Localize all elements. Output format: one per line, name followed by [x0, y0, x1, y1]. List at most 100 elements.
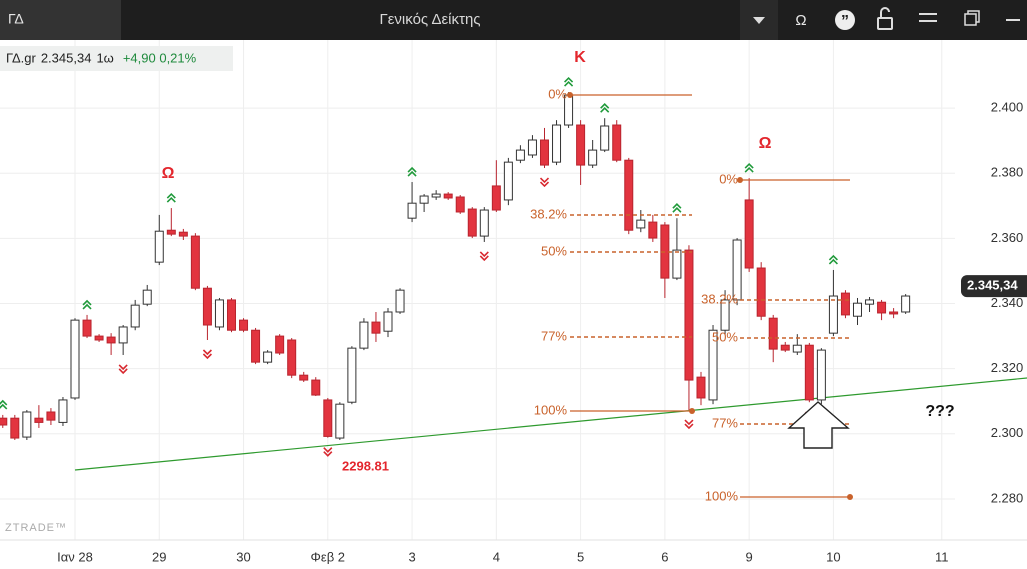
- info-symbol: ΓΔ.gr: [6, 50, 36, 65]
- tab-label: ΓΔ: [8, 11, 24, 27]
- candle-body: [467, 208, 477, 237]
- info-interval: 1ω: [96, 50, 113, 65]
- fib-dot: [847, 494, 853, 500]
- x-tick-label: 30: [236, 549, 250, 564]
- info-change: +4,90 0,21%: [123, 50, 197, 65]
- quote-button[interactable]: [835, 10, 855, 30]
- info-price: 2.345,34: [41, 50, 92, 65]
- candle-body: [166, 229, 176, 235]
- candle-body: [780, 344, 790, 351]
- fib-dot: [567, 92, 573, 98]
- candle-body: [82, 319, 92, 337]
- candle-body: [10, 417, 20, 439]
- watermark: ZTRADE™: [5, 522, 67, 534]
- candle-body: [226, 299, 236, 331]
- candle-body: [287, 339, 297, 376]
- candle-body: [94, 335, 104, 341]
- candle-body: [479, 209, 489, 237]
- candle-body: [263, 351, 273, 363]
- fib-label: 77%: [712, 415, 738, 430]
- candle-body: [214, 299, 224, 328]
- candle-body: [58, 399, 68, 423]
- x-tick-label: 4: [493, 549, 500, 564]
- pivot-low-marker: [118, 364, 128, 375]
- tab[interactable]: [0, 0, 121, 40]
- candle-body: [407, 202, 417, 219]
- candle-body: [744, 199, 754, 269]
- candle-body: [720, 299, 730, 331]
- candle-body: [840, 292, 850, 316]
- arrow-shape: [787, 401, 850, 449]
- lock-button[interactable]: [877, 7, 893, 30]
- pivot-high-marker: [166, 192, 176, 203]
- candle-body: [636, 219, 646, 229]
- candle-body: [371, 321, 381, 334]
- candle-body: [142, 289, 152, 305]
- candle-body: [154, 230, 164, 263]
- fib-label: 38.2%: [530, 206, 567, 221]
- candle-body: [877, 301, 887, 314]
- x-tick-label: Ιαν 28: [57, 549, 93, 564]
- trendline: [74, 377, 1027, 471]
- candle-body: [828, 295, 838, 334]
- candle-body: [672, 249, 682, 279]
- fib-label: 50%: [712, 329, 738, 344]
- candle-body: [852, 302, 862, 317]
- candle-body: [130, 304, 140, 328]
- candle-body: [46, 411, 56, 421]
- pivot-low-marker: [539, 177, 550, 188]
- pivot-low-marker: [202, 349, 212, 360]
- fib-label: 100%: [534, 402, 568, 417]
- candle-body: [648, 221, 658, 239]
- candle-body: [515, 149, 525, 161]
- fib-dot: [689, 408, 695, 414]
- dropdown-arrow: [753, 17, 765, 24]
- candle-body: [311, 379, 321, 396]
- y-tick-label: 2.280: [991, 490, 1024, 505]
- x-tick-label: 9: [746, 549, 753, 564]
- y-tick-label: 2.320: [991, 360, 1024, 375]
- candle-body: [732, 239, 742, 301]
- candle-body: [239, 319, 249, 331]
- x-tick-label: 3: [408, 549, 415, 564]
- question-label: ???: [925, 403, 954, 420]
- fib-label: 0%: [548, 86, 567, 101]
- window-title: Γενικός Δείκτης: [379, 11, 480, 28]
- candle-body: [202, 287, 212, 326]
- candle-body: [323, 399, 333, 437]
- y-tick-label: 2.340: [991, 295, 1024, 310]
- x-tick-label: 11: [935, 549, 949, 564]
- pivot-high-marker: [672, 203, 682, 213]
- candle-body: [70, 319, 80, 399]
- candle-body: [335, 403, 345, 439]
- candle-body: [419, 195, 429, 204]
- candle-body: [275, 335, 285, 354]
- candle-body: [552, 124, 562, 163]
- fib-label: 50%: [541, 243, 567, 258]
- pivot-high-marker: [828, 254, 838, 265]
- pivot-low-marker: [479, 251, 489, 262]
- restore-button[interactable]: [964, 10, 980, 26]
- candle-body: [865, 299, 875, 305]
- x-tick-label: 6: [661, 549, 668, 564]
- price-tag: [961, 275, 1027, 298]
- candle-body: [455, 196, 465, 213]
- candle-body: [359, 321, 369, 349]
- candle-body: [816, 349, 826, 401]
- pivot-high-marker: [564, 76, 574, 87]
- y-tick-label: 2.380: [991, 165, 1024, 180]
- fib-label: 38.2%: [701, 291, 738, 306]
- font-button[interactable]: Ω: [795, 12, 806, 29]
- candle-body: [792, 344, 802, 353]
- fib-label: 77%: [541, 328, 567, 343]
- candle-body: [588, 149, 598, 166]
- candle-body: [684, 249, 694, 381]
- candle-body: [299, 374, 309, 381]
- pivot-high-marker: [600, 103, 610, 113]
- menu-button[interactable]: [919, 13, 937, 22]
- fib-label: 100%: [705, 488, 739, 503]
- candle-body: [708, 329, 718, 401]
- x-tick-label: 10: [826, 549, 840, 564]
- candle-body: [527, 139, 537, 156]
